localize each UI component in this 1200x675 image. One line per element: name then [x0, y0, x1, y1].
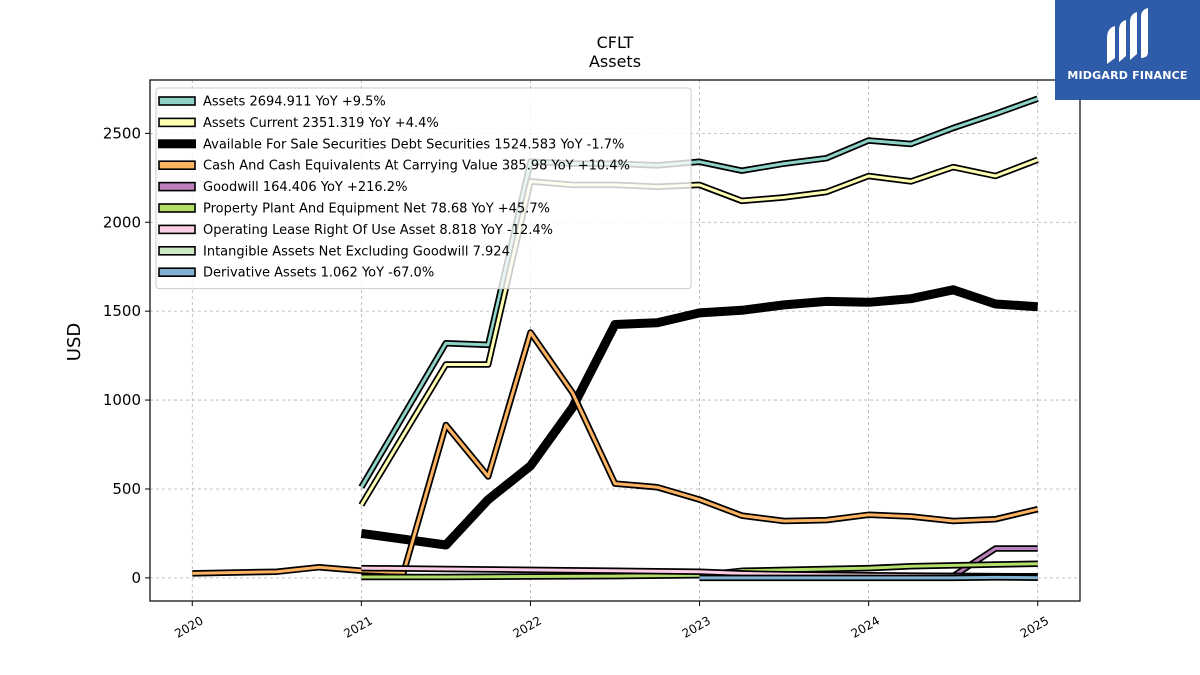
legend-label: Available For Sale Securities Debt Secur… — [203, 137, 624, 152]
chart-title: CFLT — [597, 33, 634, 52]
legend-swatch — [158, 117, 196, 128]
chart-subtitle: Assets — [589, 52, 641, 71]
legend-item: Intangible Assets Net Excluding Goodwill… — [158, 244, 510, 259]
series-2 — [360, 285, 1038, 550]
legend-label: Goodwill 164.406 YoY +216.2% — [203, 180, 407, 195]
series-line-outline — [192, 329, 1039, 577]
x-tick-label: 2021 — [341, 613, 374, 640]
legend-swatch — [158, 246, 196, 256]
legend-swatch — [158, 139, 196, 149]
legend-swatch — [158, 160, 196, 170]
series-line — [361, 562, 1038, 579]
legend-label: Assets 2694.911 YoY +9.5% — [203, 95, 386, 110]
legend-label: Assets Current 2351.319 YoY +4.4% — [203, 116, 439, 131]
legend-item: Assets Current 2351.319 YoY +4.4% — [158, 116, 439, 131]
series-5 — [361, 560, 1038, 581]
y-axis: 0 500 1000 1500 2000 2500 — [103, 124, 150, 587]
x-tick-label: 2020 — [172, 613, 205, 640]
x-axis: 2020 2021 2022 2023 2024 2025 — [172, 601, 1051, 641]
legend-label: Derivative Assets 1.062 YoY -67.0% — [203, 266, 434, 281]
x-tick-label: 2022 — [511, 613, 544, 640]
legend-label: Intangible Assets Net Excluding Goodwill… — [203, 244, 510, 259]
legend-item: Goodwill 164.406 YoY +216.2% — [158, 180, 407, 195]
series-line — [699, 575, 1038, 580]
legend-label: Operating Lease Right Of Use Asset 8.818… — [203, 223, 553, 238]
y-tick-label: 500 — [112, 480, 141, 498]
x-tick-label: 2023 — [680, 613, 713, 640]
x-tick-label: 2025 — [1018, 613, 1051, 640]
legend-item: Available For Sale Securities Debt Secur… — [158, 137, 624, 152]
series-3 — [192, 329, 1039, 577]
legend-swatch — [158, 203, 196, 213]
legend-item: Property Plant And Equipment Net 78.68 Y… — [158, 202, 550, 217]
legend-swatch — [158, 181, 196, 192]
legend: Assets 2694.911 YoY +9.5% Assets Current … — [155, 87, 692, 290]
legend-label: Property Plant And Equipment Net 78.68 Y… — [203, 202, 550, 217]
legend-swatch — [158, 96, 196, 106]
y-axis-label: USD — [64, 323, 85, 361]
y-tick-label: 0 — [131, 569, 141, 587]
y-tick-label: 1500 — [103, 302, 141, 320]
y-tick-label: 2500 — [103, 124, 141, 142]
legend-item: Cash And Cash Equivalents At Carrying Va… — [158, 159, 630, 174]
plot-frame — [149, 79, 1081, 602]
x-tick-label: 2024 — [849, 613, 882, 640]
legend-swatch — [158, 267, 196, 278]
legend-item: Derivative Assets 1.062 YoY -67.0% — [158, 266, 434, 281]
y-tick-label: 1000 — [103, 391, 141, 409]
y-tick-label: 2000 — [103, 213, 141, 231]
legend-swatch — [158, 224, 196, 235]
legend-item: Operating Lease Right Of Use Asset 8.818… — [158, 223, 553, 238]
legend-box — [155, 87, 692, 290]
legend-label: Cash And Cash Equivalents At Carrying Va… — [203, 159, 630, 174]
series-8 — [699, 574, 1038, 582]
legend-item: Assets 2694.911 YoY +9.5% — [158, 95, 386, 110]
midgard-logo-icon — [1107, 8, 1148, 64]
series-line — [192, 331, 1039, 575]
chart-title-group: CFLT Assets — [589, 33, 641, 71]
series-line — [360, 285, 1038, 550]
brand-name: MIDGARD FINANCE — [1067, 69, 1188, 82]
brand-logo: MIDGARD FINANCE — [1055, 0, 1200, 100]
